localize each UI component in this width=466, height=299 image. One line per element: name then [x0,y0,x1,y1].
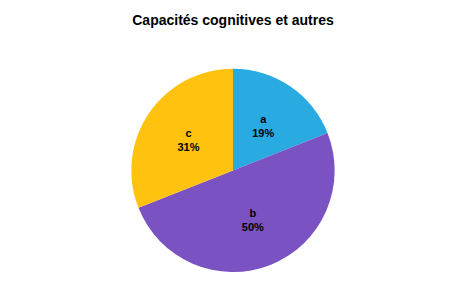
svg-text:31%: 31% [177,141,199,153]
svg-text:19%: 19% [252,127,274,139]
svg-text:Capacités cognitives et autres: Capacités cognitives et autres [132,12,334,28]
svg-text:50%: 50% [242,221,264,233]
svg-text:b: b [249,207,256,219]
svg-text:a: a [260,113,267,125]
svg-text:c: c [185,127,191,139]
